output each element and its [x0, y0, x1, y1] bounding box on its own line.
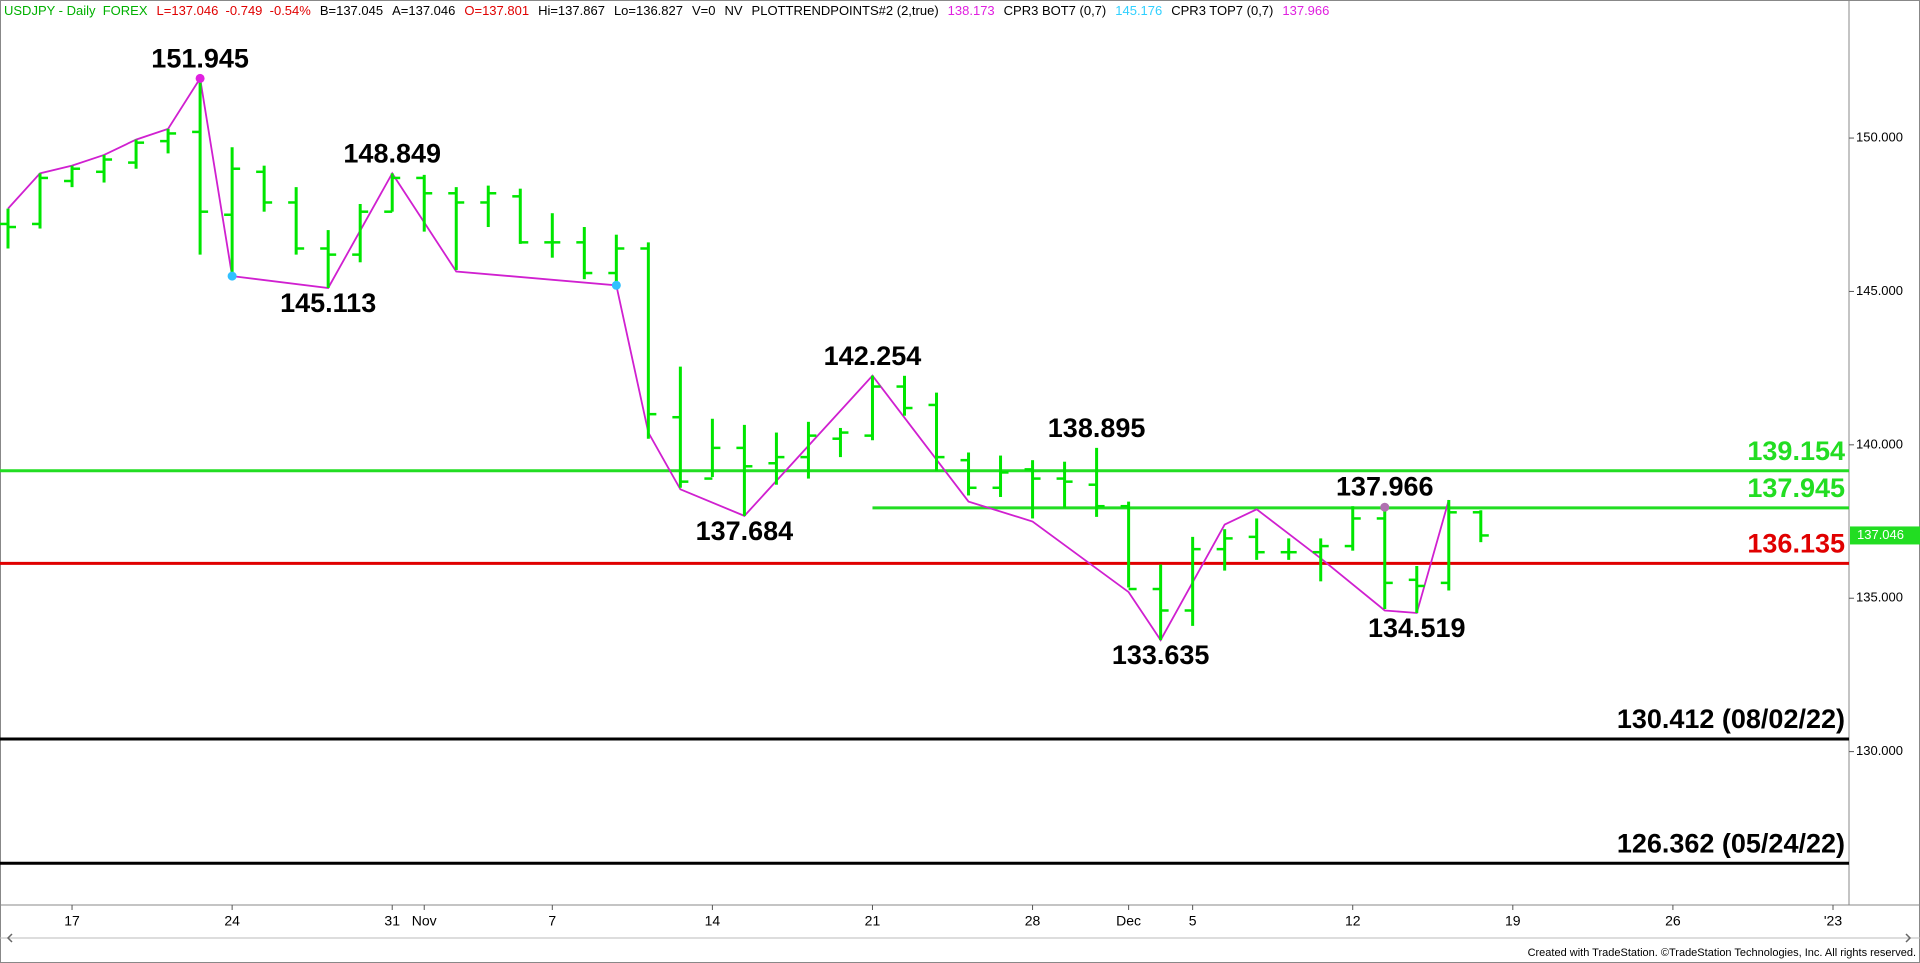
last-price-box [1850, 526, 1920, 545]
pivot-label: 151.945 [151, 44, 249, 74]
header-item: Hi=137.867 [538, 3, 605, 18]
level-label: 126.362 (05/24/22) [1617, 828, 1845, 858]
pivot-label: 145.113 [280, 288, 376, 318]
pivot-label: 148.849 [343, 138, 441, 168]
scroll-right[interactable] [1905, 933, 1912, 943]
trend-line [7, 75, 1450, 642]
y-tick-label: 145.000 [1856, 283, 1903, 298]
last-price-label: 137.046 [1857, 527, 1904, 542]
scroll-left[interactable] [6, 933, 13, 943]
level-label: 137.945 [1747, 473, 1845, 503]
x-tick-label: 12 [1345, 913, 1361, 929]
header-item: Lo=136.827 [613, 3, 683, 18]
header-item: NV [724, 3, 743, 18]
level-label: 139.154 [1747, 436, 1845, 466]
x-tick-label: 21 [865, 913, 881, 929]
header-item: 137.966 [1282, 3, 1330, 18]
header-item: 145.176 [1115, 3, 1163, 18]
y-tick-label: 140.000 [1856, 436, 1903, 451]
x-tick-label: 19 [1505, 913, 1521, 929]
pivot-label: 137.684 [696, 516, 794, 546]
x-tick-label: 24 [224, 913, 240, 929]
x-tick-label: '23 [1824, 913, 1842, 929]
x-tick-label: Nov [412, 913, 437, 929]
pivot-label: 137.966 [1336, 471, 1434, 501]
level-label: 136.135 [1747, 529, 1845, 559]
pivot-marker [195, 73, 205, 83]
x-tick-label: 28 [1025, 913, 1041, 929]
header-item: A=137.046 [392, 3, 456, 18]
x-tick-label: Dec [1116, 913, 1141, 929]
pivot-label: 134.519 [1368, 613, 1466, 643]
x-tick-label: 17 [64, 913, 80, 929]
y-tick-label: 130.000 [1856, 743, 1903, 758]
x-tick-label: 5 [1189, 913, 1197, 929]
header-item: L=137.046 -0.749 -0.54% [156, 3, 311, 18]
header-item: USDJPY - Daily FOREX [4, 3, 148, 18]
footer: Created with TradeStation. ©TradeStation… [1527, 947, 1916, 959]
x-tick-label: 26 [1665, 913, 1681, 929]
header-item: V=0 [691, 3, 716, 18]
pivot-marker [227, 271, 237, 281]
pivot-marker [611, 280, 621, 290]
pivot-marker [1380, 502, 1390, 512]
level-label: 130.412 (08/02/22) [1617, 704, 1845, 734]
header-item: 138.173 [947, 3, 995, 18]
y-tick-label: 135.000 [1856, 590, 1903, 605]
header-item: O=137.801 [464, 3, 530, 18]
header-item: CPR3 BOT7 (0,7) [1003, 3, 1107, 18]
x-tick-label: 31 [384, 913, 400, 929]
header-item: PLOTTRENDPOINTS#2 (2,true) [751, 3, 939, 18]
header-item: CPR3 TOP7 (0,7) [1171, 3, 1274, 18]
pivot-label: 142.254 [824, 341, 922, 371]
pivot-label: 138.895 [1048, 413, 1146, 443]
x-tick-label: 7 [548, 913, 556, 929]
header: USDJPY - Daily FOREX L=137.046 -0.749 -0.… [4, 3, 1338, 18]
pivot-label: 133.635 [1112, 640, 1210, 670]
y-tick-label: 150.000 [1856, 129, 1903, 144]
x-tick-label: 14 [705, 913, 721, 929]
header-item: B=137.045 [319, 3, 384, 18]
